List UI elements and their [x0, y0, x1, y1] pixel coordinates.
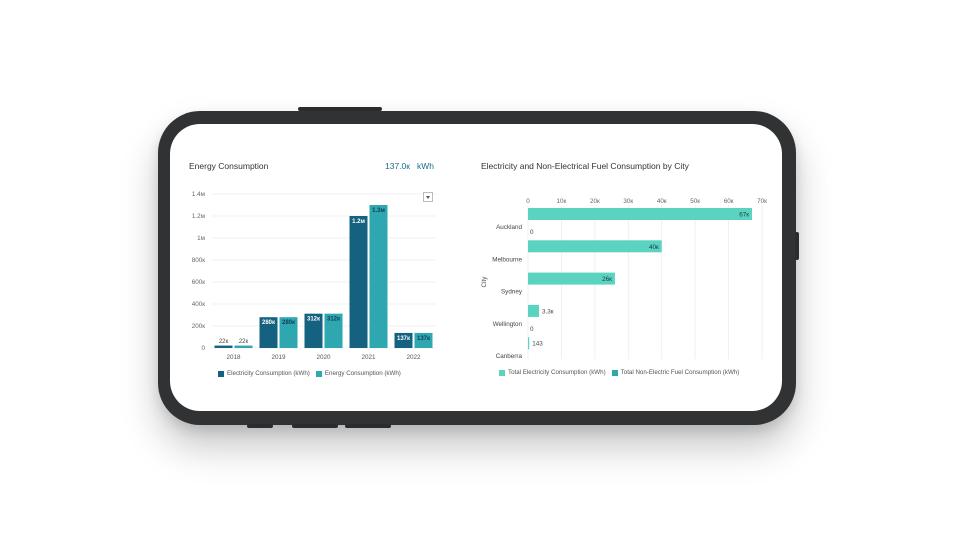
data-label: 1.2м	[352, 219, 365, 225]
legend-swatch-total-electricity	[499, 369, 505, 376]
bar-electricity-2022	[394, 332, 413, 348]
bar-electricity-2020	[304, 313, 323, 348]
bar-electricity-Auckland	[528, 208, 752, 220]
y-tick-label: 0	[201, 345, 205, 352]
data-label: 312к	[327, 317, 340, 323]
data-label: 67к	[739, 212, 749, 219]
chart-menu-button[interactable]	[423, 192, 433, 202]
data-label: 26к	[602, 276, 612, 283]
x-tick-label: 2018	[226, 354, 241, 361]
legend-label-non-electric-fuel: Total Non-Electric Fuel Consumption (kWh…	[620, 369, 740, 376]
data-label: 143	[532, 341, 543, 348]
phone-bottom-button-2	[292, 424, 338, 428]
bar-electricity-Sydney	[528, 272, 615, 285]
x-tick-label: 2021	[361, 354, 376, 361]
data-label: 0	[530, 229, 534, 236]
data-label: 137к	[397, 336, 410, 342]
bar-electricity-Canberra	[528, 337, 530, 350]
city-card-title: Electricity and Non-Electrical Fuel Cons…	[481, 161, 689, 171]
x-tick-label: 70к	[757, 198, 767, 205]
energy-card-title: Energy Consumption	[189, 161, 269, 171]
bar-energy-2018	[234, 345, 253, 348]
x-tick-label: 40к	[657, 198, 667, 205]
y-axis-title: City	[481, 276, 488, 288]
phone-bottom-button-1	[247, 424, 273, 428]
legend-label-electricity: Electricity Consumption (kWh)	[227, 370, 310, 377]
y-tick-label: Melbourne	[492, 256, 522, 263]
legend-item-total-electricity: Total Electricity Consumption (kWh)	[499, 369, 606, 376]
phone-side-button	[795, 232, 799, 260]
bar-electricity-2019	[259, 317, 278, 348]
data-label: 22к	[219, 339, 229, 345]
y-tick-label: 1.2м	[192, 213, 205, 220]
x-tick-label: 30к	[623, 198, 633, 205]
legend-swatch-energy	[315, 370, 322, 377]
city-consumption-chart: 0 10к 20к 30к 40к 50к 60к 70к City 67к 0 Auckland 40…	[481, 198, 767, 360]
data-label: 3.3к	[542, 308, 554, 315]
y-tick-label: 1.4м	[192, 191, 205, 198]
bar-energy-2021	[369, 205, 388, 348]
legend-item-non-electric-fuel: Total Non-Electric Fuel Consumption (kWh…	[611, 369, 740, 376]
energy-consumption-chart: 0 200к 400к 600к 800к 1м 1.2м 1.4м 22к 22к 2018 280…	[192, 191, 436, 361]
x-tick-label: 50к	[690, 198, 700, 205]
phone-top-button	[298, 107, 382, 111]
x-tick-label: 2019	[271, 354, 286, 361]
legend-item-energy: Energy Consumption (kWh)	[315, 370, 401, 377]
x-tick-label: 2020	[316, 354, 331, 361]
x-tick-label: 10к	[557, 198, 567, 205]
data-label: 280к	[262, 320, 275, 326]
bar-electricity-2021	[349, 216, 368, 348]
y-tick-label: Auckland	[496, 224, 522, 231]
energy-chart-legend: Electricity Consumption (kWh) Energy Con…	[218, 370, 411, 377]
bar-energy-2019	[279, 317, 298, 348]
kpi-unit: kWh	[417, 161, 434, 171]
bar-electricity-Melbourne	[528, 240, 662, 253]
y-tick-label: 400к	[192, 301, 206, 308]
x-tick-label: 60к	[724, 198, 734, 205]
data-label: 40к	[649, 244, 659, 251]
y-tick-label: 800к	[192, 257, 206, 264]
data-label: 312к	[307, 317, 320, 323]
phone-screen	[170, 124, 782, 411]
y-tick-label: Canberra	[496, 353, 523, 360]
legend-label-energy: Energy Consumption (kWh)	[324, 370, 401, 377]
bar-electricity-2018	[214, 345, 233, 348]
city-chart-legend: Total Electricity Consumption (kWh) Tota…	[499, 369, 749, 376]
y-tick-label: Sydney	[501, 289, 523, 296]
y-tick-label: 600к	[192, 279, 206, 286]
legend-swatch-non-electric-fuel	[611, 369, 618, 376]
data-label: 137к	[417, 336, 430, 342]
legend-item-electricity: Electricity Consumption (kWh)	[218, 370, 310, 377]
bar-electricity-Wellington	[528, 304, 540, 317]
data-label: 280к	[282, 320, 295, 326]
legend-swatch-electricity	[218, 370, 224, 377]
data-label: 0	[530, 326, 534, 333]
kpi-value: 137.0к	[385, 161, 410, 171]
legend-label-total-electricity: Total Electricity Consumption (kWh)	[508, 369, 606, 376]
chevron-down-icon	[426, 195, 430, 199]
phone-bottom-button-3	[345, 424, 391, 428]
x-tick-label: 0	[526, 198, 530, 205]
x-tick-label: 20к	[590, 198, 600, 205]
data-label: 22к	[239, 339, 249, 345]
bar-energy-2022	[414, 332, 433, 348]
y-tick-label: Wellington	[493, 321, 523, 328]
data-label: 1.3м	[372, 208, 385, 214]
y-tick-label: 1м	[197, 235, 205, 242]
y-tick-label: 200к	[192, 323, 206, 330]
bar-energy-2020	[324, 313, 343, 348]
x-tick-label: 2022	[406, 354, 421, 361]
